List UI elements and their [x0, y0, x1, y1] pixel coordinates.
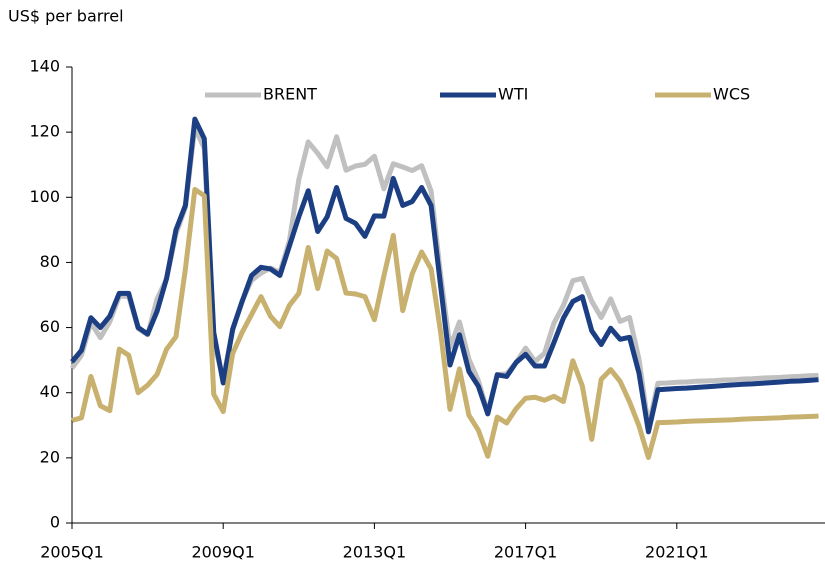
- y-axis-label: US$ per barrel: [8, 7, 124, 26]
- y-tick-label: 140: [29, 57, 60, 76]
- y-tick-label: 120: [29, 122, 60, 141]
- x-tick-label: 2013Q1: [343, 543, 407, 562]
- y-tick-label: 40: [40, 382, 60, 401]
- y-tick-label: 100: [29, 187, 60, 206]
- line-series: [71, 186, 819, 461]
- y-tick-label: 60: [40, 317, 60, 336]
- y-tick-label: 0: [50, 513, 60, 532]
- y-tick-label: 80: [40, 252, 60, 271]
- x-tick-label: 2005Q1: [40, 543, 104, 562]
- y-tick-label: 20: [40, 447, 60, 466]
- legend-label: BRENT: [263, 85, 317, 104]
- x-tick-label: 2021Q1: [645, 543, 709, 562]
- x-tick-label: 2009Q1: [191, 543, 255, 562]
- legend-label: WTI: [498, 85, 528, 104]
- line-series: [70, 116, 819, 435]
- x-tick-label: 2017Q1: [494, 543, 558, 562]
- legend-label: WCS: [713, 85, 750, 104]
